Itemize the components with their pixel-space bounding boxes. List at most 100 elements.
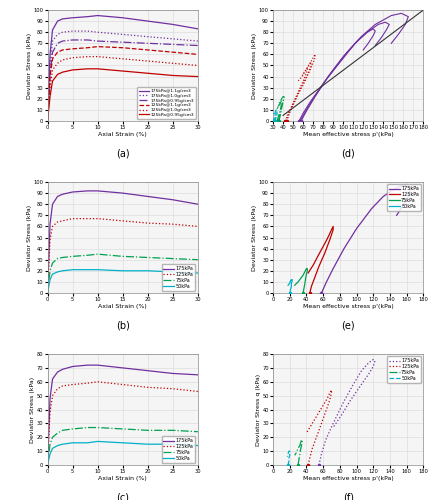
75kPa	[298, 446, 303, 452]
125kPa@1.1g/cm3	[60, 47, 65, 53]
175kPa	[48, 396, 53, 402]
Y-axis label: Deviator Stress (kPa): Deviator Stress (kPa)	[30, 376, 35, 442]
175kPa	[381, 194, 386, 200]
Line: 175kPa: 175kPa	[321, 186, 411, 293]
75kPa	[294, 450, 299, 456]
50kPa	[286, 455, 292, 461]
175kPa@0.95g/cm3	[60, 38, 65, 44]
175kPa	[371, 364, 376, 370]
Y-axis label: Deviator Stress (kPa): Deviator Stress (kPa)	[27, 204, 32, 270]
75kPa	[301, 272, 306, 278]
175kPa@0.95g/cm3	[195, 42, 200, 48]
75kPa	[302, 281, 307, 287]
175kPa	[359, 368, 364, 374]
50kPa	[289, 276, 294, 282]
175kPa@0.95g/cm3	[120, 39, 125, 45]
175kPa@1.0g/cm3	[70, 28, 75, 34]
Line: 125kPa: 125kPa	[48, 382, 198, 465]
175kPa@1.1g/cm3	[95, 12, 100, 18]
175kPa@1.1g/cm3	[60, 16, 65, 22]
50kPa	[285, 454, 290, 460]
175kPa	[402, 182, 407, 188]
175kPa	[85, 188, 90, 194]
Line: 175kPa: 175kPa	[319, 360, 375, 465]
175kPa@1.0g/cm3	[85, 28, 90, 34]
50kPa	[286, 462, 291, 468]
175kPa@1.1g/cm3	[170, 22, 175, 28]
125kPa	[195, 388, 200, 394]
75kPa	[302, 286, 307, 292]
125kPa@1.0g/cm3	[120, 56, 125, 62]
175kPa@1.1g/cm3	[45, 118, 50, 124]
125kPa@1.0g/cm3	[170, 60, 175, 66]
125kPa	[95, 379, 100, 385]
75kPa	[300, 437, 305, 443]
50kPa	[195, 270, 200, 276]
175kPa	[55, 194, 60, 200]
Line: 175kPa@1.1g/cm3: 175kPa@1.1g/cm3	[48, 16, 198, 121]
Line: 50kPa: 50kPa	[48, 270, 198, 293]
50kPa	[287, 280, 292, 286]
X-axis label: Axial Strain (%): Axial Strain (%)	[98, 476, 147, 480]
175kPa@1.1g/cm3	[55, 18, 60, 24]
125kPa	[329, 390, 334, 396]
125kPa@1.1g/cm3	[85, 44, 90, 51]
75kPa	[305, 266, 310, 272]
Text: (a): (a)	[116, 148, 130, 158]
Y-axis label: Deviator Stress (kPa): Deviator Stress (kPa)	[252, 32, 257, 98]
75kPa	[295, 446, 301, 452]
125kPa@1.1g/cm3	[95, 44, 100, 50]
175kPa@1.0g/cm3	[170, 36, 175, 42]
75kPa	[170, 428, 175, 434]
125kPa@0.95g/cm3	[95, 66, 100, 72]
125kPa@0.95g/cm3	[48, 94, 53, 100]
X-axis label: Mean effective stress p'(kPa): Mean effective stress p'(kPa)	[303, 476, 394, 480]
175kPa@0.95g/cm3	[145, 40, 150, 46]
175kPa	[95, 362, 100, 368]
175kPa	[319, 451, 324, 457]
75kPa	[60, 254, 65, 260]
175kPa	[45, 462, 50, 468]
175kPa	[170, 370, 175, 376]
125kPa@1.1g/cm3	[50, 56, 55, 62]
75kPa	[295, 462, 301, 468]
75kPa	[50, 434, 55, 440]
125kPa@0.95g/cm3	[45, 118, 50, 124]
50kPa	[120, 440, 125, 446]
175kPa	[330, 266, 336, 272]
125kPa@1.0g/cm3	[95, 54, 100, 60]
125kPa	[120, 218, 125, 224]
125kPa@1.1g/cm3	[55, 49, 60, 55]
175kPa	[60, 366, 65, 372]
75kPa	[60, 428, 65, 434]
125kPa	[45, 462, 50, 468]
125kPa@1.0g/cm3	[70, 54, 75, 60]
175kPa	[323, 437, 328, 443]
75kPa	[299, 437, 304, 443]
75kPa	[304, 271, 309, 277]
125kPa	[170, 386, 175, 392]
75kPa	[298, 440, 303, 446]
75kPa	[195, 256, 200, 262]
50kPa	[286, 282, 291, 288]
175kPa	[366, 370, 372, 376]
125kPa	[170, 221, 175, 227]
125kPa	[311, 262, 316, 268]
125kPa	[55, 219, 60, 225]
175kPa@1.0g/cm3	[195, 38, 200, 44]
50kPa	[289, 284, 294, 290]
125kPa	[309, 284, 314, 290]
Text: (f): (f)	[343, 492, 354, 500]
50kPa	[289, 278, 295, 284]
175kPa	[366, 360, 372, 366]
50kPa	[95, 266, 100, 272]
50kPa	[85, 266, 90, 272]
50kPa	[45, 462, 50, 468]
50kPa	[170, 269, 175, 275]
75kPa	[45, 462, 50, 468]
175kPa	[400, 204, 405, 210]
75kPa	[55, 430, 60, 436]
175kPa	[394, 212, 399, 218]
175kPa	[319, 290, 324, 296]
175kPa@1.1g/cm3	[195, 26, 200, 32]
